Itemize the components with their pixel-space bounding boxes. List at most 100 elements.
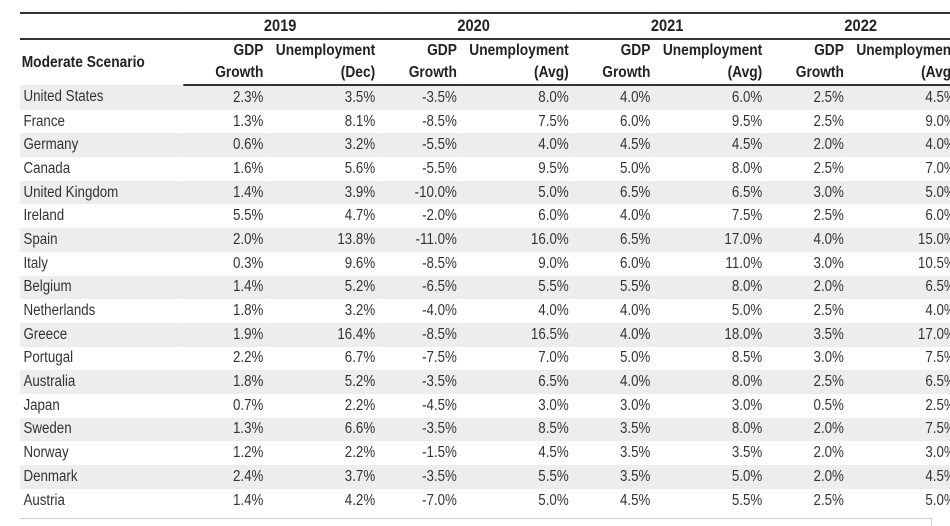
gdp-header-bottom: Growth xyxy=(570,62,653,86)
unemployment-cell: 17.0% xyxy=(652,228,764,252)
gdp-growth-cell: -3.5% xyxy=(376,85,459,110)
gdp-growth-cell: 4.5% xyxy=(570,133,653,158)
gdp-growth-cell: -8.5% xyxy=(422,112,457,130)
unemployment-cell: 8.0% xyxy=(652,417,764,442)
gdp-growth-cell: -5.5% xyxy=(422,159,457,177)
gdp-growth-cell: 3.0% xyxy=(813,349,844,367)
unemployment-cell: 6.5% xyxy=(845,370,950,394)
gdp-growth-cell: 3.0% xyxy=(813,254,844,272)
gdp-growth-cell: 1.9% xyxy=(183,322,266,347)
unemployment-header-top: Unemployment xyxy=(856,42,950,59)
gdp-growth-cell: 6.0% xyxy=(620,112,651,130)
country-cell: Germany xyxy=(20,133,184,158)
gdp-growth-cell: -8.5% xyxy=(422,254,457,272)
unemployment-cell: 3.5% xyxy=(731,444,763,462)
gdp-growth-cell: 2.5% xyxy=(813,207,844,225)
gdp-growth-cell: 1.6% xyxy=(232,159,264,177)
gdp-header-top: GDP xyxy=(233,42,264,59)
table-row: France 1.3% 8.1% -8.5% 7.5% 6.0% 9.5% 2.5% 9.0% xyxy=(20,110,950,134)
country-cell: Denmark xyxy=(20,465,184,489)
unemployment-cell: 13.8% xyxy=(265,228,377,252)
unemployment-cell: 4.5% xyxy=(845,465,950,489)
unemployment-header-bottom: (Avg) xyxy=(845,62,950,86)
country-cell: United States xyxy=(20,85,184,110)
gdp-growth-cell: 1.8% xyxy=(183,370,266,394)
unemployment-cell: 3.2% xyxy=(265,133,377,158)
table-row: Greece 1.9% 16.4% -8.5% 16.5% 4.0% 18.0% 3.5% 17… xyxy=(20,322,950,347)
unemployment-cell: 3.0% xyxy=(925,444,950,462)
gdp-growth-cell: 1.3% xyxy=(183,417,266,442)
country-cell: Austria xyxy=(23,491,65,509)
gdp-growth-cell: 2.0% xyxy=(763,465,846,489)
gdp-growth-cell: 6.5% xyxy=(570,228,653,252)
unemployment-cell: 17.0% xyxy=(845,322,950,347)
gdp-growth-cell: -1.5% xyxy=(422,444,457,462)
country-cell: France xyxy=(23,112,65,130)
gdp-growth-cell: 2.0% xyxy=(763,133,846,158)
unemployment-cell: 5.0% xyxy=(731,302,763,320)
unemployment-cell: 5.5% xyxy=(458,275,571,300)
gdp-growth-cell: 2.5% xyxy=(813,159,844,177)
gdp-growth-cell: 5.5% xyxy=(232,207,264,225)
unemployment-cell: 5.6% xyxy=(344,159,376,177)
gdp-header-top: GDP xyxy=(427,42,457,59)
table-header: 2019 2020 2021 2022 Moderate Scenario GD… xyxy=(20,12,950,86)
year-header-2022: 2022 xyxy=(763,12,950,40)
unemployment-cell: 3.9% xyxy=(265,180,377,205)
gdp-growth-cell: -5.5% xyxy=(376,133,459,158)
scenario-table-container: 2019 2020 2021 2022 Moderate Scenario GD… xyxy=(20,12,950,512)
unemployment-cell: 3.7% xyxy=(265,465,377,489)
gdp-header-bottom: Growth xyxy=(183,62,266,86)
unemployment-header-bottom: (Avg) xyxy=(652,62,764,86)
unemployment-cell: 6.7% xyxy=(344,349,376,367)
gdp-growth-cell: -2.0% xyxy=(422,207,457,225)
unemployment-cell: 6.0% xyxy=(652,85,764,110)
unemployment-cell: 6.0% xyxy=(538,207,569,225)
unemployment-cell: 3.2% xyxy=(344,302,376,320)
unemployment-cell: 9.5% xyxy=(538,159,569,177)
country-cell: Australia xyxy=(20,370,184,394)
gdp-growth-cell: 2.0% xyxy=(183,228,266,252)
unemployment-cell: 7.5% xyxy=(538,112,569,130)
gdp-growth-cell: -3.5% xyxy=(376,370,459,394)
unemployment-cell: 6.5% xyxy=(845,275,950,300)
unemployment-cell: 10.5% xyxy=(917,254,950,272)
country-cell: Ireland xyxy=(23,207,65,225)
table-row: Ireland 5.5% 4.7% -2.0% 6.0% 4.0% 7.5% 2.5% 6.0% xyxy=(20,204,950,228)
country-cell: Canada xyxy=(23,159,71,177)
table-row: Canada 1.6% 5.6% -5.5% 9.5% 5.0% 8.0% 2.5% 7.0% xyxy=(20,157,950,181)
table-row: Netherlands 1.8% 3.2% -4.0% 4.0% 4.0% 5.0% 2.5%… xyxy=(20,299,950,323)
unemployment-cell: 7.5% xyxy=(731,207,763,225)
unemployment-cell: 5.0% xyxy=(925,491,950,509)
table-row: Italy 0.3% 9.6% -8.5% 9.0% 6.0% 11.0% 3.0% 10.5% xyxy=(20,252,950,276)
country-cell: Belgium xyxy=(20,275,184,300)
unemployment-cell: 8.0% xyxy=(458,85,571,110)
unemployment-cell: 8.5% xyxy=(458,417,571,442)
gdp-growth-cell: 4.0% xyxy=(570,322,653,347)
gdp-growth-cell: 6.5% xyxy=(570,180,653,205)
gdp-growth-cell: 2.0% xyxy=(813,444,844,462)
unemployment-cell: 8.1% xyxy=(344,112,376,130)
unemployment-cell: 11.0% xyxy=(725,254,763,272)
year-header-row: 2019 2020 2021 2022 xyxy=(20,12,950,40)
unemployment-cell: 2.5% xyxy=(925,396,950,414)
country-cell: Greece xyxy=(20,322,184,347)
unemployment-cell: 9.6% xyxy=(344,254,376,272)
unemployment-header-bottom: (Dec) xyxy=(265,62,377,86)
gdp-growth-cell: 2.5% xyxy=(763,85,846,110)
unemployment-cell: 4.0% xyxy=(925,302,950,320)
bottom-divider-edge xyxy=(931,518,933,526)
gdp-growth-cell: 4.0% xyxy=(620,302,651,320)
country-cell: Portugal xyxy=(23,349,74,367)
gdp-growth-cell: 3.5% xyxy=(570,465,653,489)
country-cell: Spain xyxy=(20,228,184,252)
year-header-2019: 2019 xyxy=(183,12,377,40)
table-row: United States 2.3% 3.5% -3.5% 8.0% 4.0% 6.0% 2.… xyxy=(20,85,950,110)
gdp-growth-cell: 4.0% xyxy=(763,228,846,252)
unemployment-cell: 4.5% xyxy=(538,444,569,462)
unemployment-cell: 5.0% xyxy=(458,180,571,205)
gdp-growth-cell: 5.5% xyxy=(570,275,653,300)
